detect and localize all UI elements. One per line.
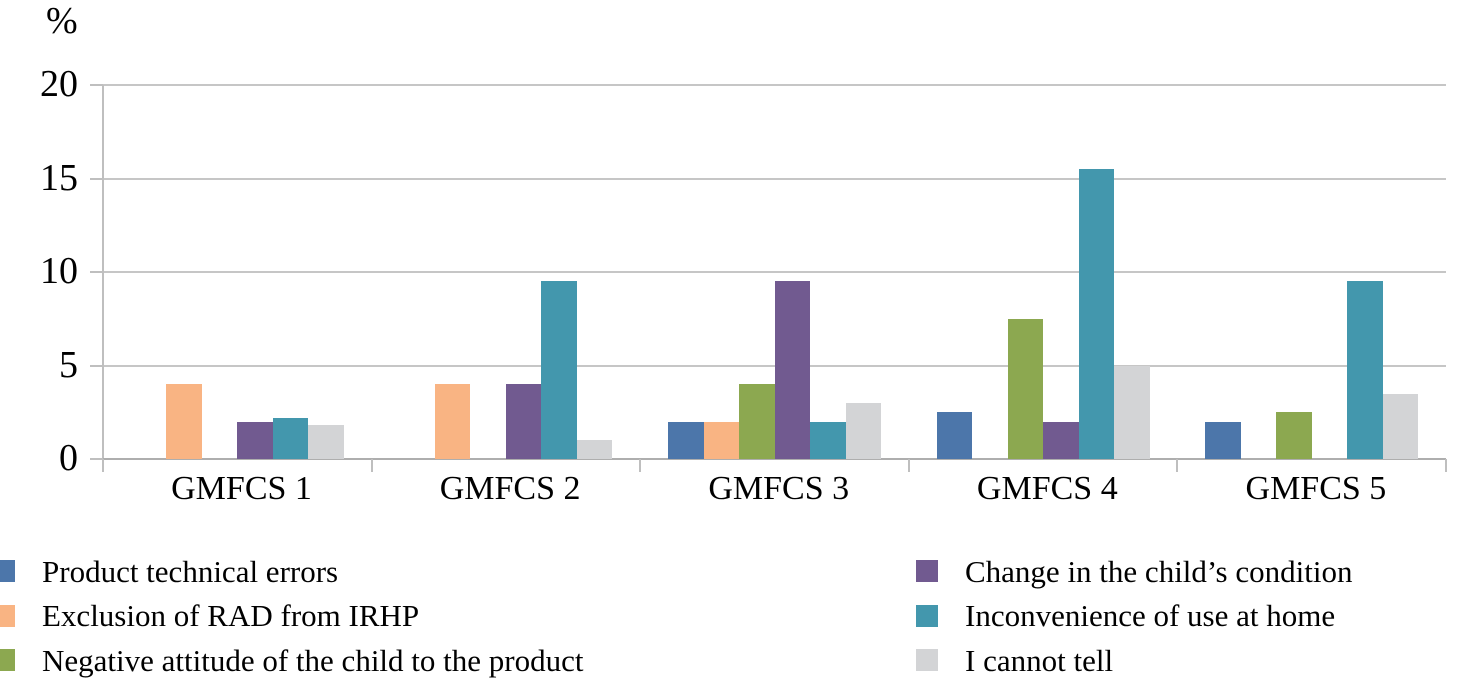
x-axis-tick-0	[102, 459, 104, 472]
x-axis-label-gmfcs-2: GMFCS 2	[439, 470, 581, 507]
bar-gmfcs-5-i-cannot-tell	[1382, 393, 1419, 459]
legend-label-negative-attitude-of-the-child-to-the-product: Negative attitude of the child to the pr…	[42, 642, 584, 678]
x-axis-tick-3	[907, 459, 910, 472]
legend-column-right: Change in the child’s condition Inconveni…	[916, 549, 1352, 683]
legend-item-product-technical-errors: Product technical errors	[0, 549, 583, 594]
bar-gmfcs-4-negative-attitude-of-the-child-to-the-product	[1007, 318, 1044, 459]
legend-swatch-product-technical-errors-icon	[0, 560, 15, 583]
bar-gmfcs-4-product-technical-errors	[936, 412, 973, 459]
y-axis-label-0: 0	[59, 437, 78, 480]
y-axis-tick-5	[90, 364, 103, 367]
y-axis-tick-15	[90, 177, 103, 180]
y-axis-label-20: 20	[40, 63, 78, 106]
bar-gmfcs-1-change-in-the-child-s-condition	[237, 421, 273, 459]
bar-gmfcs-2-inconvenience-of-use-at-home	[541, 281, 577, 459]
legend-item-negative-attitude-of-the-child-to-the-product: Negative attitude of the child to the pr…	[0, 638, 583, 683]
bar-gmfcs-1-i-cannot-tell	[308, 425, 344, 459]
bar-gmfcs-2-change-in-the-child-s-condition	[505, 384, 542, 459]
legend-swatch-inconvenience-of-use-at-home-icon	[916, 604, 938, 627]
bar-gmfcs-1-exclusion-of-rad-from-irhp	[166, 384, 202, 459]
y-axis-tick-0	[90, 458, 103, 460]
legend-swatch-i-cannot-tell-icon	[916, 649, 938, 672]
gridline-15	[103, 177, 1446, 180]
gridline-20	[103, 84, 1446, 86]
bar-gmfcs-3-exclusion-of-rad-from-irhp	[703, 421, 739, 459]
gridline-10	[103, 271, 1446, 273]
x-axis-label-gmfcs-1: GMFCS 1	[171, 470, 312, 507]
x-axis-tick-4	[1176, 459, 1179, 472]
bar-gmfcs-3-change-in-the-child-s-condition	[774, 281, 810, 459]
bar-gmfcs-3-product-technical-errors	[668, 421, 704, 459]
legend-item-i-cannot-tell: I cannot tell	[916, 638, 1352, 683]
x-axis-tick-1	[370, 459, 373, 472]
bar-gmfcs-4-inconvenience-of-use-at-home	[1078, 169, 1115, 459]
legend-label-exclusion-of-rad-from-irhp: Exclusion of RAD from IRHP	[42, 598, 420, 634]
bar-gmfcs-3-inconvenience-of-use-at-home	[810, 421, 846, 459]
legend-column-left: Product technical errors Exclusion of RAD…	[0, 549, 583, 683]
x-axis-label-gmfcs-4: GMFCS 4	[976, 470, 1118, 507]
legend-label-i-cannot-tell: I cannot tell	[965, 642, 1114, 678]
legend-label-change-in-the-child-s-condition: Change in the child’s condition	[965, 553, 1353, 589]
legend-item-exclusion-of-rad-from-irhp: Exclusion of RAD from IRHP	[0, 594, 583, 639]
legend-label-product-technical-errors: Product technical errors	[42, 553, 339, 589]
bar-gmfcs-2-exclusion-of-rad-from-irhp	[434, 384, 471, 459]
y-axis-label-10: 10	[40, 250, 78, 293]
bar-gmfcs-3-i-cannot-tell	[845, 402, 881, 459]
x-axis-line	[103, 458, 1446, 460]
y-axis-label-5: 5	[59, 343, 78, 386]
legend-item-inconvenience-of-use-at-home: Inconvenience of use at home	[916, 594, 1352, 639]
x-axis-tick-2	[639, 459, 642, 472]
bar-gmfcs-5-negative-attitude-of-the-child-to-the-product	[1276, 412, 1312, 459]
bar-gmfcs-5-product-technical-errors	[1205, 421, 1241, 459]
x-axis-label-gmfcs-3: GMFCS 3	[708, 470, 850, 507]
x-axis-tick-5	[1445, 459, 1447, 472]
y-axis-line	[102, 85, 104, 472]
legend-swatch-negative-attitude-of-the-child-to-the-product-icon	[0, 649, 15, 672]
x-axis-label-gmfcs-5: GMFCS 5	[1245, 470, 1387, 507]
y-axis-tick-20	[90, 84, 103, 86]
legend-swatch-change-in-the-child-s-condition-icon	[916, 560, 938, 583]
legend-item-change-in-the-child-s-condition: Change in the child’s condition	[916, 549, 1352, 594]
y-axis-tick-10	[90, 271, 103, 273]
bar-gmfcs-4-i-cannot-tell	[1114, 365, 1150, 459]
y-axis-unit-label: %	[46, 0, 78, 42]
bar-gmfcs-4-change-in-the-child-s-condition	[1043, 421, 1079, 459]
bar-gmfcs-3-negative-attitude-of-the-child-to-the-product	[739, 384, 775, 459]
bar-gmfcs-1-inconvenience-of-use-at-home	[272, 417, 309, 459]
legend-label-inconvenience-of-use-at-home: Inconvenience of use at home	[965, 598, 1336, 634]
legend-swatch-exclusion-of-rad-from-irhp-icon	[0, 604, 15, 627]
y-axis-label-15: 15	[40, 156, 78, 199]
bar-gmfcs-2-i-cannot-tell	[576, 440, 613, 459]
bar-gmfcs-5-inconvenience-of-use-at-home	[1347, 281, 1383, 459]
